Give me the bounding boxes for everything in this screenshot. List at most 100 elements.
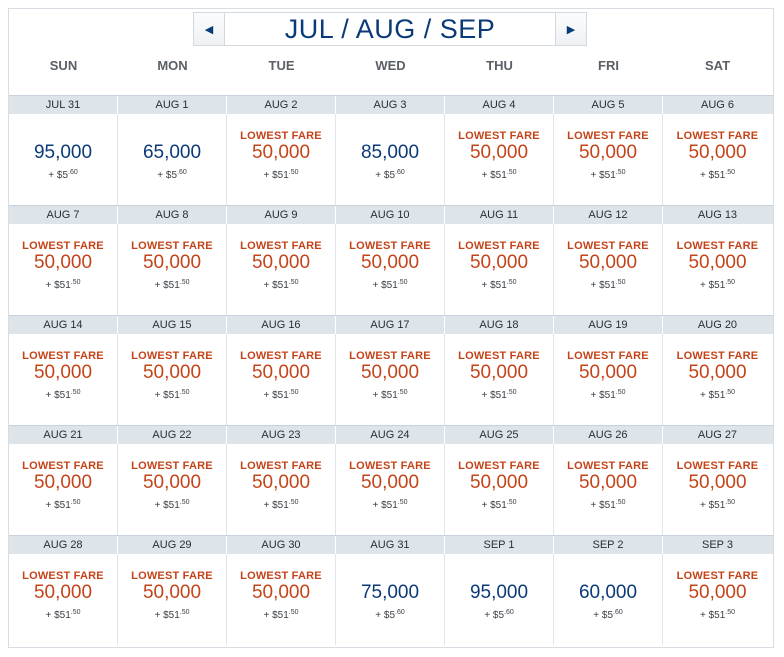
tax-cents: .50 xyxy=(725,169,736,176)
tax-prefix: + $ xyxy=(590,390,605,401)
tax-amount: + $51.50 xyxy=(227,609,335,621)
tax-prefix: + $ xyxy=(590,170,605,181)
miles-amount: 50,000 xyxy=(142,252,202,273)
fare-cell[interactable]: LOWEST FARE 50,000 + $51.50 xyxy=(663,114,772,205)
tax-prefix: + $ xyxy=(375,610,390,621)
tax-amount: + $51.50 xyxy=(663,169,772,181)
miles-amount: 50,000 xyxy=(142,472,202,493)
prev-month-button[interactable]: ◀ xyxy=(193,12,225,46)
fare-cell[interactable]: LOWEST FARE 50,000 + $51.50 xyxy=(9,334,118,425)
fare-cell[interactable]: LOWEST FARE 50,000 + $51.50 xyxy=(663,224,772,315)
miles-amount: 50,000 xyxy=(251,142,311,163)
tax-dollars: 51 xyxy=(386,280,398,291)
fare-cell[interactable]: LOWEST FARE 50,000 + $51.50 xyxy=(118,334,227,425)
tax-dollars: 51 xyxy=(277,500,289,511)
fare-cell[interactable]: LOWEST FARE 50,000 + $51.50 xyxy=(118,224,227,315)
fare-cell[interactable]: LOWEST FARE 50,000 + $51.50 xyxy=(663,554,772,645)
fare-cell[interactable]: LOWEST FARE 50,000 + $51.50 xyxy=(445,224,554,315)
fare-cell[interactable]: LOWEST FARE 50,000 + $51.50 xyxy=(336,224,445,315)
miles-amount: 50,000 xyxy=(251,252,311,273)
miles-amount: 50,000 xyxy=(688,362,747,383)
dow-wed: WED xyxy=(375,58,406,73)
fare-cell[interactable]: LOWEST FARE 50,000 + $51.50 xyxy=(336,334,445,425)
lowest-fare-badge: LOWEST FARE xyxy=(240,130,322,142)
date-label: AUG 3 xyxy=(336,96,445,114)
fare-cell[interactable]: LOWEST FARE 50,000 + $51.50 xyxy=(227,334,336,425)
tax-amount: + $5.60 xyxy=(336,609,444,621)
tax-prefix: + $ xyxy=(375,170,390,181)
tax-amount: + $51.50 xyxy=(554,389,662,401)
fare-cell[interactable]: LOWEST FARE 50,000 + $51.50 xyxy=(9,554,118,645)
fare-cell[interactable]: 65,000 + $5.60 xyxy=(118,114,227,205)
fare-cell[interactable]: LOWEST FARE 50,000 + $51.50 xyxy=(445,334,554,425)
tax-prefix: + $ xyxy=(157,170,172,181)
fare-cell[interactable]: LOWEST FARE 50,000 + $51.50 xyxy=(227,224,336,315)
tax-prefix: + $ xyxy=(154,610,169,621)
tax-amount: + $51.50 xyxy=(9,389,117,401)
date-label: AUG 13 xyxy=(697,209,738,221)
fare-cell[interactable]: LOWEST FARE 50,000 + $51.50 xyxy=(9,224,118,315)
fare-cell[interactable]: LOWEST FARE 50,000 + $51.50 xyxy=(445,114,554,205)
tax-amount: + $51.50 xyxy=(445,169,553,181)
date-label: JUL 31 xyxy=(9,96,118,114)
tax-prefix: + $ xyxy=(481,500,496,511)
next-month-button[interactable]: ▶ xyxy=(555,12,587,46)
miles-amount: 60,000 xyxy=(578,582,638,603)
tax-amount: + $5.60 xyxy=(118,169,226,181)
lowest-fare-badge: LOWEST FARE xyxy=(131,350,213,362)
fare-cell[interactable]: LOWEST FARE 50,000 + $51.50 xyxy=(663,444,772,535)
tax-dollars: 51 xyxy=(714,390,726,401)
date-label: AUG 19 xyxy=(554,316,663,334)
fare-row: LOWEST FARE 50,000 + $51.50 LOWEST FARE 50,0… xyxy=(9,444,773,535)
tax-dollars: 51 xyxy=(604,280,616,291)
fare-cell[interactable]: LOWEST FARE 50,000 + $51.50 xyxy=(227,114,336,205)
fare-cell[interactable]: LOWEST FARE 50,000 + $51.50 xyxy=(554,334,663,425)
fare-cell[interactable]: LOWEST FARE 50,000 + $51.50 xyxy=(9,444,118,535)
fare-cell[interactable]: LOWEST FARE 50,000 + $51.50 xyxy=(554,444,663,535)
date-label: AUG 8 xyxy=(118,206,227,224)
fare-cell[interactable]: LOWEST FARE 50,000 + $51.50 xyxy=(663,334,772,425)
lowest-fare-badge: LOWEST FARE xyxy=(676,570,759,582)
tax-prefix: + $ xyxy=(372,280,387,291)
date-label: AUG 1 xyxy=(118,96,227,114)
date-label: AUG 20 xyxy=(697,319,738,331)
lowest-fare-badge: LOWEST FARE xyxy=(22,240,104,252)
date-label: AUG 12 xyxy=(554,206,663,224)
tax-cents: .50 xyxy=(615,169,626,176)
fare-cell[interactable]: LOWEST FARE 50,000 + $51.50 xyxy=(227,554,336,645)
tax-amount: + $51.50 xyxy=(554,499,662,511)
fare-cell[interactable]: LOWEST FARE 50,000 + $51.50 xyxy=(118,554,227,645)
tax-dollars: 51 xyxy=(604,170,616,181)
fare-cell[interactable]: LOWEST FARE 50,000 + $51.50 xyxy=(118,444,227,535)
fare-cell[interactable]: 95,000 + $5.60 xyxy=(9,114,118,205)
fare-cell[interactable]: 85,000 + $5.60 xyxy=(336,114,445,205)
fare-cell[interactable]: LOWEST FARE 50,000 + $51.50 xyxy=(336,444,445,535)
lowest-fare-badge: LOWEST FARE xyxy=(676,130,759,142)
fare-cell[interactable]: 75,000 + $5.60 xyxy=(336,554,445,645)
fare-cell[interactable]: LOWEST FARE 50,000 + $51.50 xyxy=(554,224,663,315)
date-label: AUG 11 xyxy=(445,206,554,224)
lowest-fare-badge: LOWEST FARE xyxy=(349,350,431,362)
fare-row: LOWEST FARE 50,000 + $51.50 LOWEST FARE 50,0… xyxy=(9,334,773,425)
tax-amount: + $51.50 xyxy=(445,279,553,291)
date-label: SEP 2 xyxy=(554,536,663,554)
calendar-week: AUG 28 AUG 29 AUG 30 AUG 31 SEP 1 SEP 2 SEP 3 L… xyxy=(9,535,773,645)
miles-amount: 50,000 xyxy=(142,362,202,383)
tax-cents: .50 xyxy=(288,389,299,396)
fare-cell[interactable]: 60,000 + $5.60 xyxy=(554,554,663,645)
date-label: AUG 9 xyxy=(227,206,336,224)
fare-cell[interactable]: 95,000 + $5.60 xyxy=(445,554,554,645)
date-label: AUG 6 xyxy=(700,99,734,111)
tax-amount: + $51.50 xyxy=(118,609,226,621)
fare-row: LOWEST FARE 50,000 + $51.50 LOWEST FARE 50,0… xyxy=(9,224,773,315)
fare-cell[interactable]: LOWEST FARE 50,000 + $51.50 xyxy=(445,444,554,535)
miles-amount: 50,000 xyxy=(578,252,638,273)
tax-amount: + $51.50 xyxy=(118,389,226,401)
date-label: AUG 29 xyxy=(118,536,227,554)
date-label: AUG 26 xyxy=(554,426,663,444)
date-row: JUL 31 AUG 1 AUG 2 AUG 3 AUG 4 AUG 5 AUG 6 xyxy=(9,95,773,114)
fare-cell[interactable]: LOWEST FARE 50,000 + $51.50 xyxy=(554,114,663,205)
miles-amount: 50,000 xyxy=(469,142,529,163)
fare-cell[interactable]: LOWEST FARE 50,000 + $51.50 xyxy=(227,444,336,535)
tax-dollars: 51 xyxy=(168,500,180,511)
